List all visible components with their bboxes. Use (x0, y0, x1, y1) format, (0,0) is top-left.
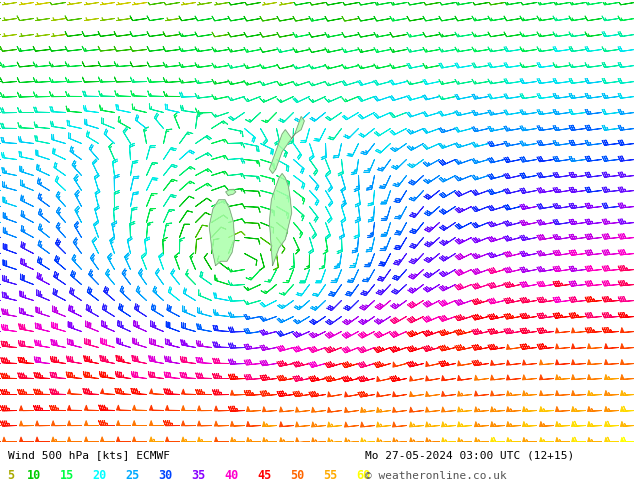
Text: 5: 5 (8, 469, 15, 482)
Text: 55: 55 (323, 469, 337, 482)
Polygon shape (269, 173, 292, 266)
Text: 50: 50 (290, 469, 304, 482)
Text: 40: 40 (224, 469, 238, 482)
Text: 60: 60 (356, 469, 370, 482)
Text: 25: 25 (126, 469, 139, 482)
Text: © weatheronline.co.uk: © weatheronline.co.uk (365, 471, 507, 481)
Polygon shape (226, 189, 236, 196)
Text: 20: 20 (93, 469, 107, 482)
Text: 30: 30 (158, 469, 172, 482)
Text: Mo 27-05-2024 03:00 UTC (12+15): Mo 27-05-2024 03:00 UTC (12+15) (365, 450, 574, 460)
Text: Wind 500 hPa [kts] ECMWF: Wind 500 hPa [kts] ECMWF (8, 450, 170, 460)
Text: 15: 15 (60, 469, 74, 482)
Text: 35: 35 (191, 469, 205, 482)
Polygon shape (269, 117, 304, 173)
Text: 10: 10 (27, 469, 41, 482)
Text: 45: 45 (257, 469, 271, 482)
Polygon shape (209, 200, 235, 266)
